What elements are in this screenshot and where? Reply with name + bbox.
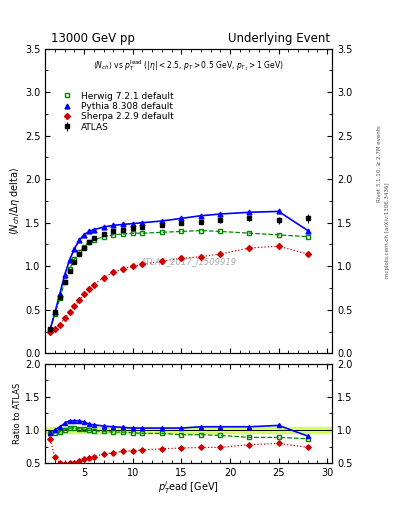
Text: mcplots.cern.ch [arXiv:1306.3436]: mcplots.cern.ch [arXiv:1306.3436] [385, 183, 389, 278]
Sherpa 2.2.9 default [305, 251, 310, 257]
Pythia 8.308 default [198, 212, 203, 219]
Y-axis label: Ratio to ATLAS: Ratio to ATLAS [13, 383, 22, 444]
Pythia 8.308 default [86, 228, 91, 234]
Line: Pythia 8.308 default: Pythia 8.308 default [48, 209, 310, 332]
Pythia 8.308 default [77, 237, 82, 243]
Pythia 8.308 default [121, 221, 125, 227]
Sherpa 2.2.9 default [48, 329, 52, 335]
Text: ATLAS_2017_I1509919: ATLAS_2017_I1509919 [141, 258, 237, 266]
Pythia 8.308 default [276, 208, 281, 215]
Sherpa 2.2.9 default [92, 282, 96, 288]
Text: Underlying Event: Underlying Event [228, 32, 330, 45]
Sherpa 2.2.9 default [121, 266, 125, 272]
Sherpa 2.2.9 default [130, 263, 135, 269]
Herwig 7.2.1 default [62, 279, 67, 285]
Pythia 8.308 default [130, 221, 135, 227]
Pythia 8.308 default [72, 246, 77, 252]
Sherpa 2.2.9 default [101, 274, 106, 281]
X-axis label: $p_T^l$ead [GeV]: $p_T^l$ead [GeV] [158, 480, 219, 497]
Pythia 8.308 default [53, 309, 57, 315]
Herwig 7.2.1 default [57, 295, 62, 302]
Legend: Herwig 7.2.1 default, Pythia 8.308 default, Sherpa 2.2.9 default, ATLAS: Herwig 7.2.1 default, Pythia 8.308 defau… [55, 90, 175, 134]
Pythia 8.308 default [160, 218, 164, 224]
Sherpa 2.2.9 default [198, 253, 203, 260]
Herwig 7.2.1 default [72, 256, 77, 262]
Pythia 8.308 default [101, 224, 106, 230]
Pythia 8.308 default [92, 227, 96, 233]
Sherpa 2.2.9 default [62, 315, 67, 322]
Sherpa 2.2.9 default [86, 286, 91, 292]
Sherpa 2.2.9 default [82, 291, 86, 297]
Herwig 7.2.1 default [305, 233, 310, 240]
Sherpa 2.2.9 default [57, 322, 62, 328]
Herwig 7.2.1 default [101, 233, 106, 240]
Herwig 7.2.1 default [121, 231, 125, 237]
Herwig 7.2.1 default [67, 266, 72, 272]
Sherpa 2.2.9 default [140, 262, 145, 268]
Herwig 7.2.1 default [140, 230, 145, 236]
Herwig 7.2.1 default [160, 229, 164, 236]
Herwig 7.2.1 default [82, 244, 86, 250]
Sherpa 2.2.9 default [218, 251, 222, 257]
Pythia 8.308 default [179, 215, 184, 221]
Bar [45, 427, 332, 433]
Text: 13000 GeV pp: 13000 GeV pp [51, 32, 135, 45]
Sherpa 2.2.9 default [276, 243, 281, 249]
Herwig 7.2.1 default [53, 311, 57, 317]
Text: Rivet 3.1.10, ≥ 2.7M events: Rivet 3.1.10, ≥ 2.7M events [377, 125, 382, 202]
Sherpa 2.2.9 default [53, 326, 57, 332]
Pythia 8.308 default [62, 272, 67, 278]
Pythia 8.308 default [111, 222, 116, 228]
Pythia 8.308 default [57, 291, 62, 297]
Sherpa 2.2.9 default [72, 303, 77, 309]
Sherpa 2.2.9 default [247, 245, 252, 251]
Herwig 7.2.1 default [179, 228, 184, 234]
Sherpa 2.2.9 default [179, 255, 184, 262]
Pythia 8.308 default [82, 232, 86, 238]
Sherpa 2.2.9 default [160, 258, 164, 264]
Pythia 8.308 default [140, 220, 145, 226]
Sherpa 2.2.9 default [111, 269, 116, 275]
Herwig 7.2.1 default [276, 232, 281, 238]
Herwig 7.2.1 default [198, 227, 203, 233]
Sherpa 2.2.9 default [67, 309, 72, 315]
Pythia 8.308 default [67, 257, 72, 263]
Pythia 8.308 default [218, 211, 222, 217]
Pythia 8.308 default [305, 227, 310, 233]
Pythia 8.308 default [48, 327, 52, 333]
Herwig 7.2.1 default [86, 239, 91, 245]
Pythia 8.308 default [247, 209, 252, 216]
Sherpa 2.2.9 default [77, 297, 82, 303]
Y-axis label: $\langle N_{ch} / \Delta\eta\ \rm{delta}\rangle$: $\langle N_{ch} / \Delta\eta\ \rm{delta}… [8, 167, 22, 235]
Text: $\langle N_{ch}\rangle$ vs $p_T^{\rm lead}$ ($|\eta| < 2.5$, $p_T > 0.5$ GeV, $p: $\langle N_{ch}\rangle$ vs $p_T^{\rm lea… [93, 58, 284, 73]
Herwig 7.2.1 default [92, 237, 96, 243]
Line: Sherpa 2.2.9 default: Sherpa 2.2.9 default [48, 244, 310, 334]
Herwig 7.2.1 default [247, 230, 252, 236]
Herwig 7.2.1 default [77, 249, 82, 255]
Herwig 7.2.1 default [218, 228, 222, 234]
Herwig 7.2.1 default [111, 232, 116, 238]
Herwig 7.2.1 default [130, 230, 135, 236]
Herwig 7.2.1 default [48, 327, 52, 333]
Line: Herwig 7.2.1 default: Herwig 7.2.1 default [48, 228, 310, 332]
